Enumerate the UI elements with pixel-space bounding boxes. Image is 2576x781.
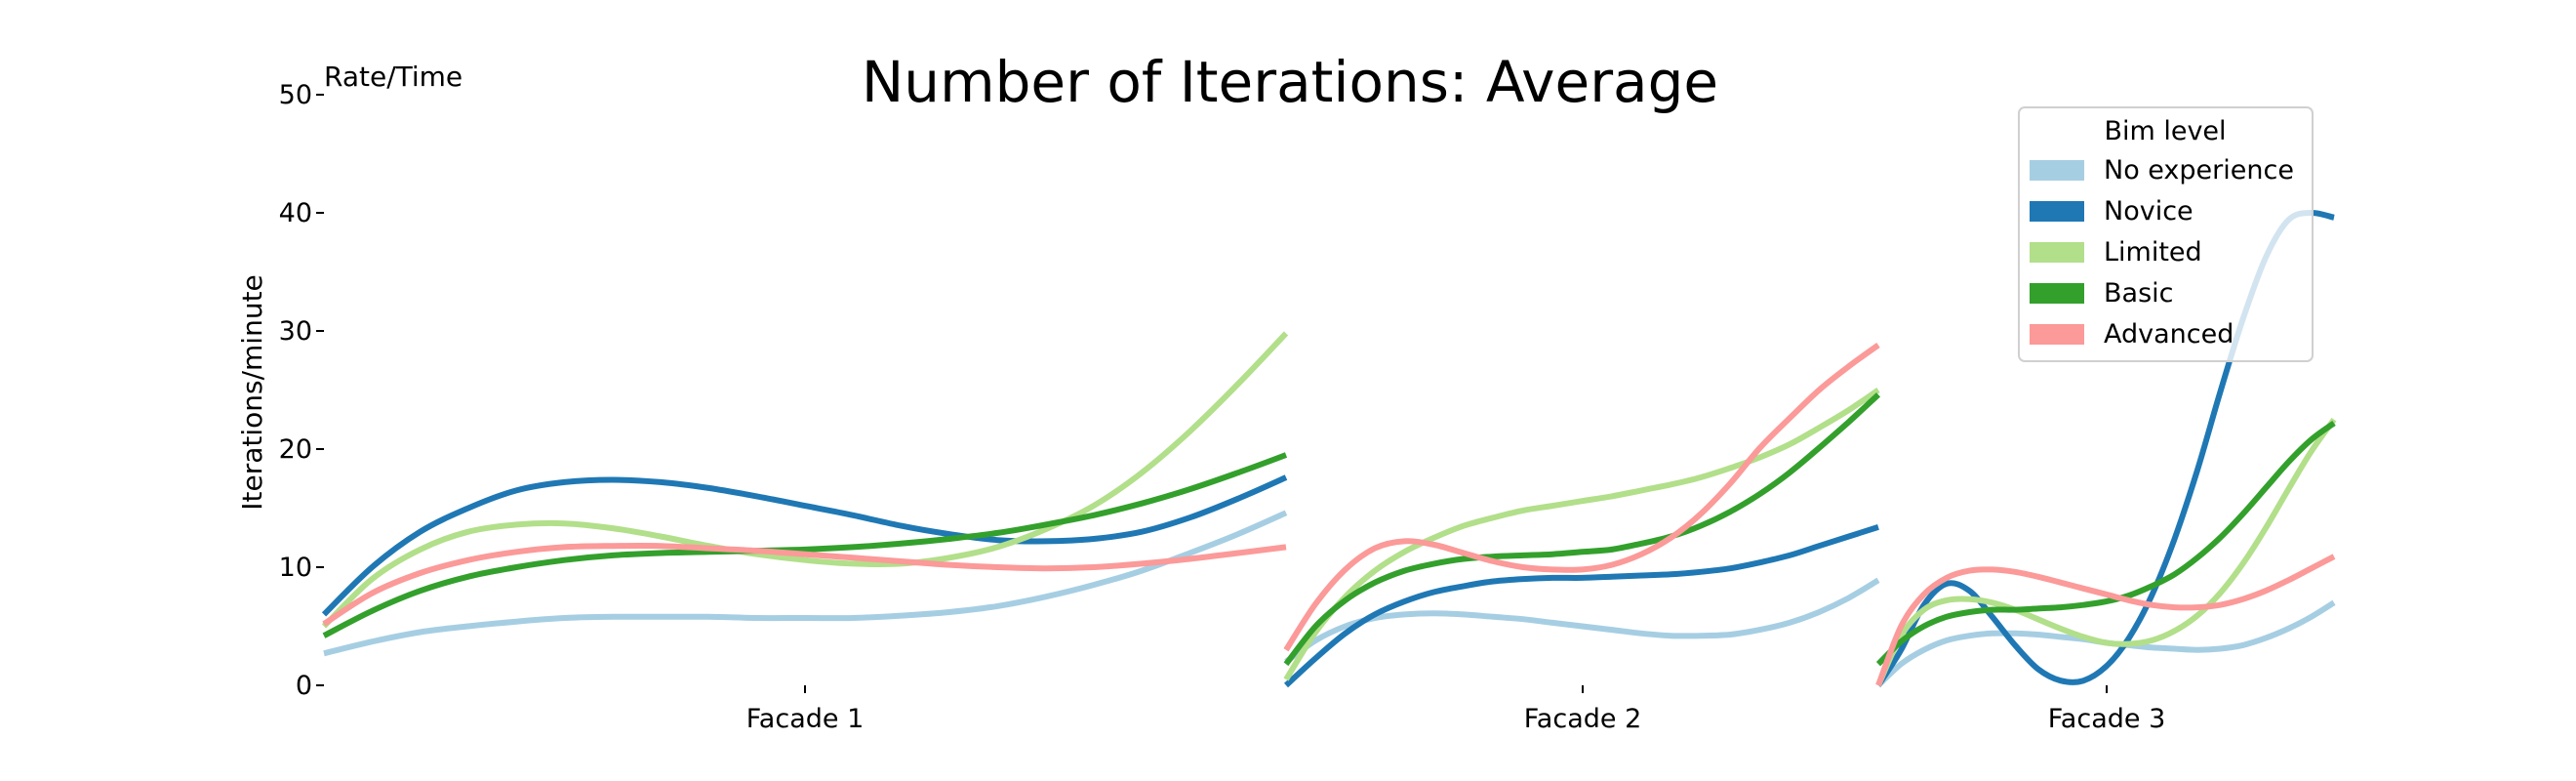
x-tick-label-facade-2: Facade 2 <box>1524 704 1642 734</box>
legend: Bim level No experience Novice Limited Basi… <box>2018 106 2314 362</box>
legend-label-basic: Basic <box>2104 278 2173 308</box>
legend-swatch-limited <box>2030 242 2084 263</box>
y-tick-label: 0 <box>296 671 312 701</box>
line-facade-1-advanced <box>322 542 1287 627</box>
legend-label-novice: Novice <box>2104 196 2194 226</box>
line-facade-2-basic <box>1283 392 1881 667</box>
legend-label-no-experience: No experience <box>2104 155 2294 185</box>
line-facade-1-basic <box>322 452 1288 638</box>
legend-swatch-basic <box>2030 283 2084 304</box>
x-axis: Facade 1 Facade 2 Facade 3 <box>746 685 2166 734</box>
line-facade-1-novice <box>321 474 1288 617</box>
corner-label: Rate/Time <box>324 61 463 93</box>
y-tick-label: 50 <box>279 80 312 110</box>
plot-lines <box>321 209 2337 688</box>
y-axis-label: Iterations/minute <box>236 274 268 511</box>
line-facade-1-no-experience <box>323 510 1288 657</box>
legend-title: Bim level <box>2104 116 2226 146</box>
y-tick-label: 10 <box>279 553 312 583</box>
y-axis: 0 10 20 30 40 50 <box>279 80 324 701</box>
x-tick-label-facade-3: Facade 3 <box>2048 704 2166 734</box>
legend-frame <box>2018 106 2314 362</box>
line-facade-2-novice <box>1283 524 1879 688</box>
y-tick-label: 20 <box>279 434 312 465</box>
legend-items: No experience Novice Limited Basic Advanced <box>2030 155 2294 349</box>
line-facade-3-limited <box>1875 418 2337 687</box>
legend-swatch-advanced <box>2030 324 2084 345</box>
line-facade-1-limited <box>321 331 1289 629</box>
x-tick-label-facade-1: Facade 1 <box>746 704 865 734</box>
line-facade-2-no-experience <box>1284 577 1880 665</box>
line-facade-2-limited <box>1283 388 1880 681</box>
legend-swatch-no-experience <box>2030 160 2084 181</box>
line-facade-3-basic <box>1875 420 2336 667</box>
line-facade-2-advanced <box>1283 343 1880 652</box>
y-tick-label: 30 <box>279 316 312 347</box>
legend-swatch-novice <box>2030 201 2084 222</box>
y-tick-label: 40 <box>279 198 312 228</box>
legend-label-limited: Limited <box>2104 237 2202 267</box>
line-facade-3-advanced <box>1875 554 2336 687</box>
legend-label-advanced: Advanced <box>2104 319 2234 349</box>
chart-title: Number of Iterations: Average <box>862 49 1718 115</box>
